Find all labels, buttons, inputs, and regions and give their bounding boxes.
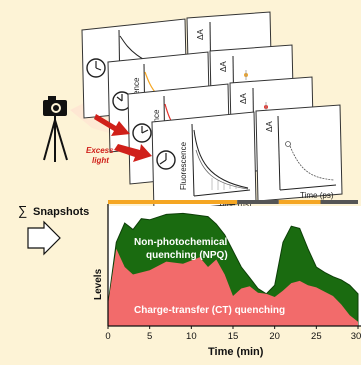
- light-bar-segment-dark: [320, 200, 358, 204]
- light-bar-segment-light: [278, 200, 321, 204]
- npq-label-line1: Non-photochemical: [134, 237, 228, 248]
- light-dark-bar: [108, 200, 358, 204]
- excess-light-line2: light: [92, 156, 109, 165]
- x-ticks: 0 5 10 15 20 25 30: [105, 326, 361, 342]
- y-axis-label: Levels: [93, 268, 104, 300]
- panel3-delta-a: ΔA: [239, 93, 248, 104]
- x-tick-label: 15: [228, 331, 239, 342]
- excess-light-line1: Excess: [86, 146, 114, 155]
- panel1-delta-a: ΔA: [196, 29, 205, 40]
- panel2-delta-a: ΔA: [219, 61, 228, 72]
- snapshot-panel-4: Fluorescence Time (ns) ΔA Time (ps): [151, 104, 343, 213]
- x-tick-label: 10: [186, 331, 197, 342]
- light-bar-segment-dark: [237, 200, 279, 204]
- quenching-area-chart: 0 5 10 15 20 25 30 Levels Time (min) Non-photo…: [93, 200, 361, 358]
- excess-light-arrows: Excess light: [86, 114, 152, 165]
- time-ns-label: Time (ns): [218, 200, 252, 209]
- x-tick-label: 20: [269, 331, 280, 342]
- light-bar-segment-light: [108, 200, 238, 204]
- panel4-fluorescence-label: Fluorescence: [179, 141, 188, 190]
- npq-label-line2: quenching (NPQ): [146, 250, 228, 261]
- x-tick-label: 25: [311, 331, 322, 342]
- x-tick-label: 5: [147, 331, 152, 342]
- hollow-arrow-icon: [27, 220, 61, 256]
- snapshots-label: ∑ Snapshots: [18, 203, 89, 218]
- time-ps-label: Time (ps): [300, 191, 334, 200]
- sum-symbol: ∑: [18, 203, 27, 218]
- x-tick-label: 0: [105, 331, 110, 342]
- panel4-delta-a: ΔA: [265, 121, 274, 132]
- camera-tripod-icon: [43, 96, 68, 162]
- x-tick-label: 30: [351, 331, 361, 342]
- x-axis-label: Time (min): [208, 346, 264, 358]
- ct-area: [108, 248, 358, 326]
- snapshots-text: Snapshots: [33, 206, 89, 218]
- ct-label: Charge-transfer (CT) quenching: [134, 305, 285, 316]
